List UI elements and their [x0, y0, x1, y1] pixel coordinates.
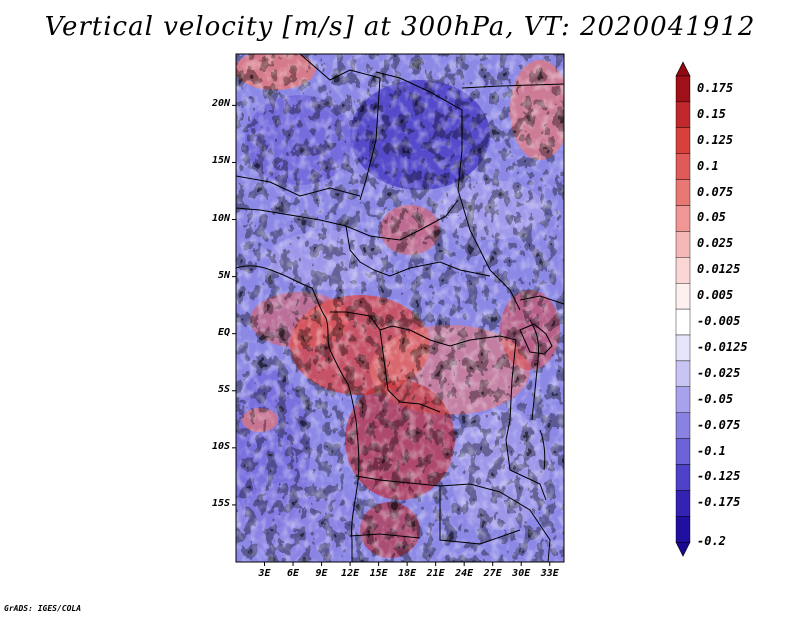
- lat-label: 10N: [211, 212, 230, 224]
- colorbar-label: -0.05: [697, 391, 734, 406]
- colorbar-label: -0.2: [697, 534, 726, 549]
- colorbar-bottom-arrow: [675, 541, 691, 557]
- colorbar-label: -0.0125: [697, 339, 748, 354]
- lat-label: 5S: [217, 383, 230, 395]
- colorbar-label: -0.125: [697, 469, 741, 484]
- colorbar-swatch: [675, 101, 691, 129]
- lon-label: 24E: [455, 568, 474, 579]
- lon-label: 30E: [512, 568, 531, 579]
- colorbar-swatch: [675, 516, 691, 543]
- colorbar-swatch: [675, 231, 691, 258]
- colorbar-label: -0.075: [697, 417, 741, 432]
- lon-label: 6E: [287, 568, 300, 579]
- colorbar-swatch: [675, 386, 691, 413]
- lon-label: 9E: [315, 568, 328, 579]
- lat-label: EQ: [217, 326, 230, 338]
- colorbar-swatch: [675, 464, 691, 491]
- lon-label: 33E: [540, 568, 559, 579]
- colorbar-label: 0.0125: [697, 262, 741, 277]
- lat-label: 15S: [211, 497, 230, 509]
- colorbar-swatch: [675, 153, 691, 180]
- colorbar-swatch: [675, 334, 691, 362]
- colorbar-swatch: [675, 438, 691, 465]
- grads-credit: GrADS: IGES/COLA: [4, 604, 82, 613]
- colorbar-label: 0.005: [697, 288, 734, 303]
- lon-label: 21E: [426, 568, 445, 579]
- colorbar-swatch: [675, 127, 691, 154]
- lon-label: 15E: [369, 568, 388, 579]
- colorbar-swatch: [675, 75, 691, 103]
- colorbar-label: 0.05: [697, 210, 726, 225]
- colorbar-label: 0.1: [697, 158, 719, 173]
- colorbar-swatch: [675, 257, 691, 284]
- colorbar-swatch: [675, 283, 691, 310]
- colorbar: [675, 61, 691, 557]
- lon-label: 18E: [398, 568, 417, 579]
- colorbar-label: 0.175: [697, 80, 734, 95]
- chart-title: Vertical velocity [m/s] at 300hPa, VT: 2…: [44, 12, 756, 42]
- colorbar-label: -0.1: [697, 443, 726, 458]
- latitude-ticks: [232, 104, 236, 506]
- colorbar-label: 0.125: [697, 132, 734, 147]
- colorbar-label: 0.15: [697, 106, 726, 121]
- map-frame: [235, 53, 565, 563]
- velocity-field: [236, 54, 564, 562]
- colorbar-label: 0.025: [697, 236, 734, 251]
- lon-label: 27E: [483, 568, 502, 579]
- colorbar-label: -0.025: [697, 365, 741, 380]
- colorbar-top-arrow: [675, 61, 691, 77]
- colorbar-label: -0.175: [697, 495, 741, 510]
- colorbar-swatch: [675, 179, 691, 206]
- lat-label: 20N: [211, 98, 230, 110]
- colorbar-swatch: [675, 490, 691, 517]
- country-borders: [236, 54, 564, 562]
- colorbar-label: 0.075: [697, 184, 734, 199]
- colorbar-swatch: [675, 308, 691, 336]
- lon-label: 3E: [258, 568, 271, 579]
- lat-label: 10S: [211, 440, 230, 452]
- colorbar-label: -0.005: [697, 314, 741, 329]
- lat-label: 15N: [211, 155, 230, 167]
- colorbar-swatch: [675, 360, 691, 387]
- colorbar-swatch: [675, 412, 691, 439]
- colorbar-swatch: [675, 205, 691, 232]
- lon-label: 12E: [341, 568, 360, 579]
- longitude-ticks: [264, 562, 551, 566]
- lat-label: 5N: [217, 269, 230, 281]
